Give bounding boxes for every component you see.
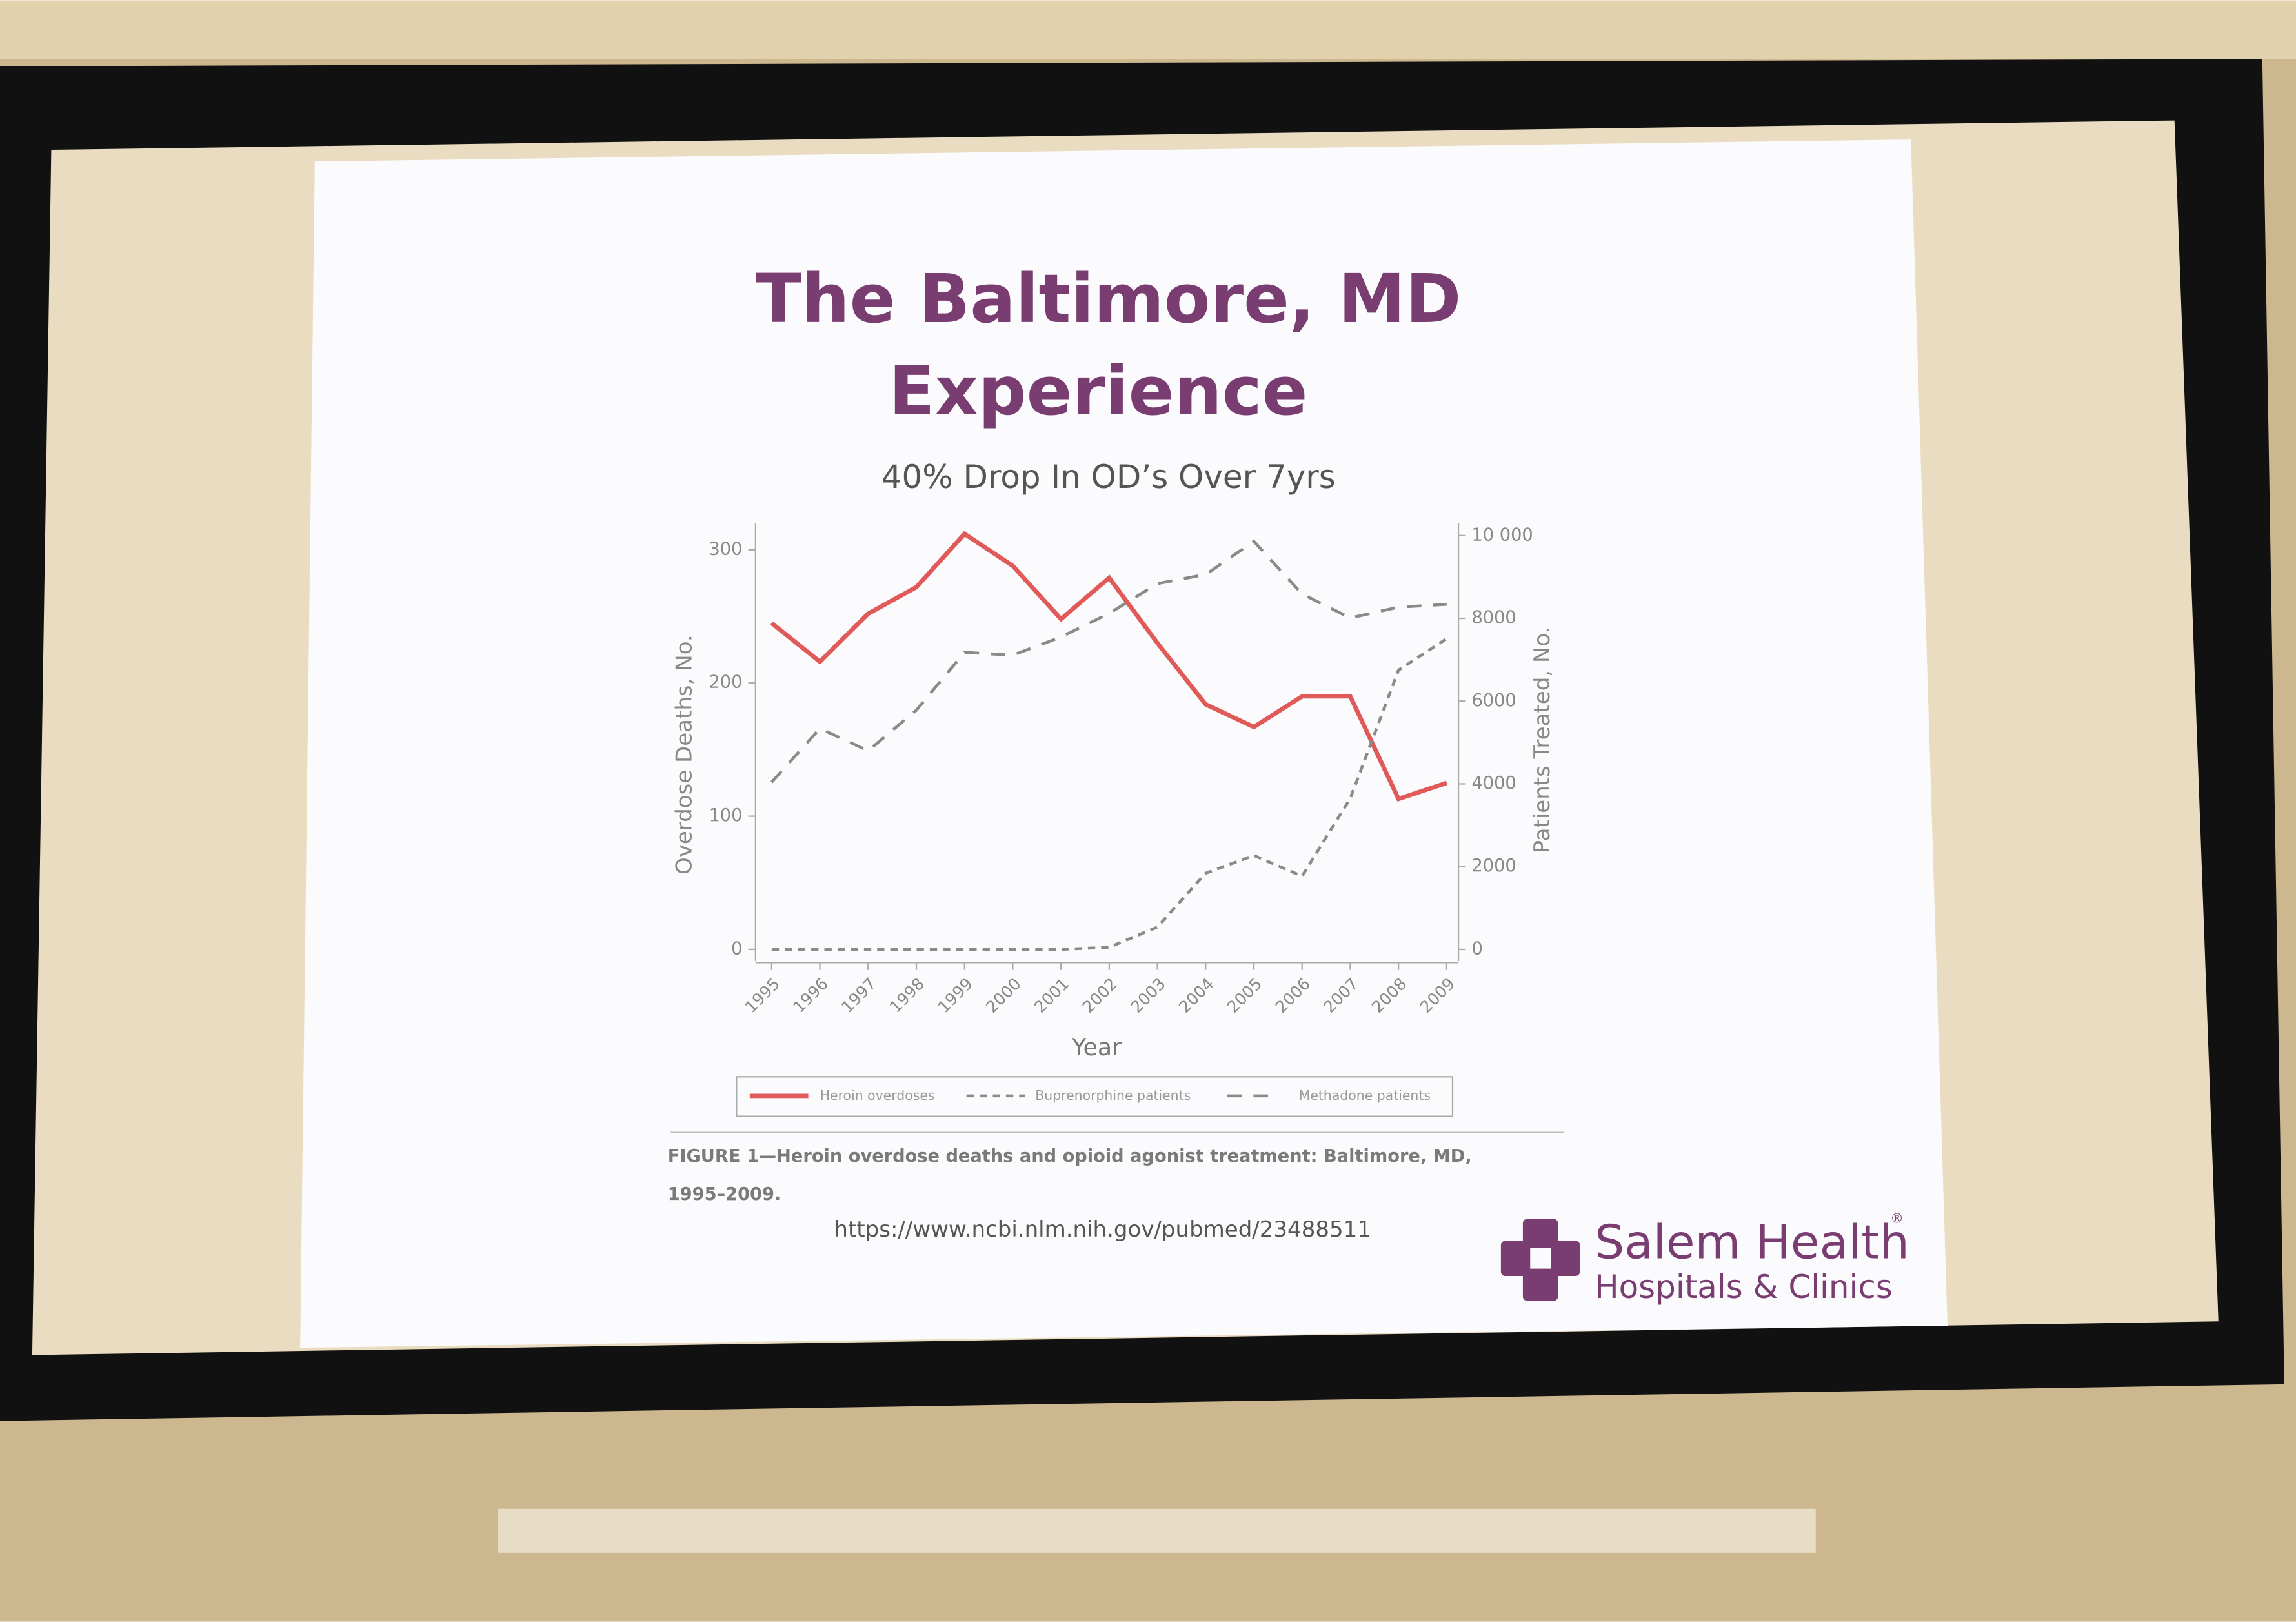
logo-name: Salem Health	[1595, 1215, 1909, 1270]
figure-caption: FIGURE 1—Heroin overdose deaths and opio…	[667, 1145, 1472, 1204]
y2-tick-label: 10 000	[1471, 525, 1533, 545]
y2-axis-label: Patients Treated, No.	[1529, 627, 1555, 854]
series-line	[770, 539, 1447, 784]
legend-label: Methadone patients	[1299, 1088, 1431, 1103]
y2-tick-label: 6000	[1471, 691, 1516, 711]
y2-tick-label: 4000	[1471, 773, 1516, 793]
y-tick-label: 0	[731, 938, 742, 958]
series-line	[771, 637, 1448, 951]
y2-tick-label: 0	[1471, 938, 1482, 958]
slide	[300, 139, 1948, 1348]
logo-tagline: Hospitals & Clinics	[1595, 1268, 1893, 1306]
y-tick-label: 200	[709, 673, 742, 693]
ceiling	[0, 0, 2296, 59]
y-axis-label: Overdose Deaths, No.	[671, 634, 697, 875]
legend-label: Heroin overdoses	[820, 1088, 935, 1103]
legend-label: Buprenorphine patients	[1035, 1088, 1191, 1103]
series-line	[770, 531, 1447, 802]
y-tick-label: 300	[709, 539, 742, 559]
light-fixture	[498, 1508, 1816, 1553]
logo-icon	[1500, 1219, 1580, 1301]
y2-tick-label: 8000	[1471, 608, 1516, 628]
y-tick-label: 100	[709, 806, 742, 826]
logo-mark: ®	[1890, 1210, 1903, 1226]
slide-subtitle: 40% Drop In OD’s Over 7yrs	[881, 458, 1336, 496]
legend-box	[736, 1076, 1454, 1117]
x-axis-label: Year	[1071, 1033, 1122, 1061]
slide-title: The Baltimore, MD	[756, 259, 1461, 338]
caption-box: FIGURE 1—Heroin overdose deaths and opio…	[667, 1145, 1472, 1204]
y2-tick-label: 2000	[1471, 856, 1516, 876]
slide-title: Experience	[889, 352, 1307, 431]
source-url: https://www.ncbi.nlm.nih.gov/pubmed/2348…	[834, 1217, 1371, 1242]
